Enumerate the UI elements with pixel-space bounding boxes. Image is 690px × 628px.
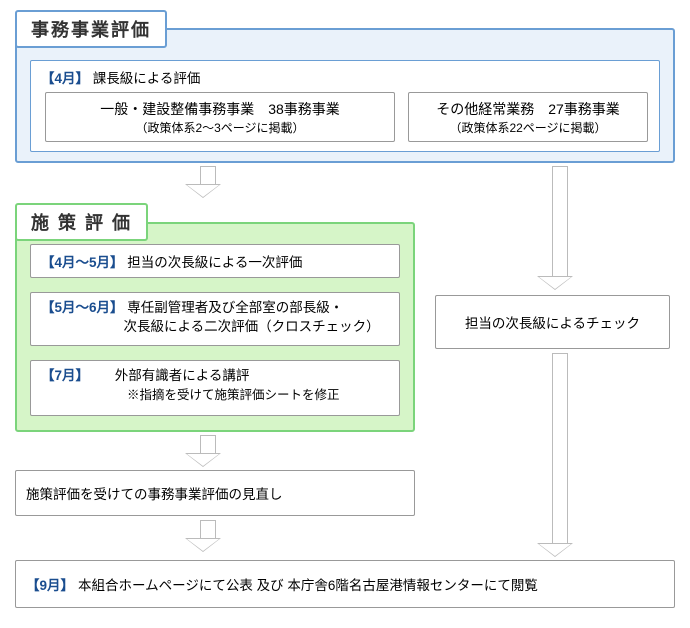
- review-box: 施策評価を受けての事務事業評価の見直し: [15, 470, 415, 516]
- s2r3-t1: 外部有識者による講評: [115, 368, 250, 383]
- s2r2-period: 【5月～6月】: [41, 300, 124, 315]
- arrow-l3: [195, 520, 221, 552]
- s2-row1: 【4月～5月】 担当の次長級による一次評価: [30, 244, 400, 278]
- s2-row2: 【5月～6月】 専任副管理者及び全部室の部長級・ 【5月～6月】次長級による二次…: [30, 292, 400, 346]
- box-a-line1: 一般・建設整備事務事業 38事務事業: [56, 99, 384, 119]
- final-period: 【9月】: [26, 574, 74, 594]
- s2r2-t2: 次長級による二次評価（クロスチェック）: [124, 319, 380, 334]
- s2r2-t1: 専任副管理者及び全部室の部長級・: [127, 300, 343, 315]
- box-a-line2: （政策体系2～3ページに掲載）: [56, 119, 384, 136]
- section1-title: 事務事業評価: [15, 10, 167, 48]
- s2r3-t2: ※指摘を受けて施策評価シートを修正: [127, 388, 340, 402]
- s1-period: 【4月】: [41, 71, 89, 86]
- s2r1-period: 【4月～5月】: [41, 255, 124, 270]
- arrow-r2: [547, 353, 573, 557]
- final-text: 本組合ホームページにて公表 及び 本庁舎6階名古屋港情報センターにて閲覧: [78, 574, 538, 594]
- arrow-r1: [547, 166, 573, 290]
- s2-row3: 【7月】 外部有識者による講評 ※指摘を受けて施策評価シートを修正: [30, 360, 400, 416]
- final-box: 【9月】 本組合ホームページにて公表 及び 本庁舎6階名古屋港情報センターにて閲…: [15, 560, 675, 608]
- box-b-line2: （政策体系22ページに掲載）: [419, 119, 637, 136]
- right-check-text: 担当の次長級によるチェック: [465, 312, 640, 332]
- arrow-l2: [195, 435, 221, 467]
- review-text: 施策評価を受けての事務事業評価の見直し: [26, 483, 283, 503]
- s1-htext: 課長級による評価: [93, 71, 201, 86]
- s2r1-text: 担当の次長級による一次評価: [127, 255, 302, 270]
- right-check: 担当の次長級によるチェック: [435, 295, 670, 349]
- box-b-line1: その他経常業務 27事務事業: [419, 99, 637, 119]
- arrow-l1: [195, 166, 221, 198]
- box-a: 一般・建設整備事務事業 38事務事業 （政策体系2～3ページに掲載）: [45, 92, 395, 142]
- section2-title: 施 策 評 価: [15, 203, 148, 241]
- s2r3-period: 【7月】: [41, 368, 89, 383]
- flowchart: 事務事業評価 【4月】 課長級による評価 一般・建設整備事務事業 38事務事業 …: [10, 10, 680, 618]
- box-b: その他経常業務 27事務事業 （政策体系22ページに掲載）: [408, 92, 648, 142]
